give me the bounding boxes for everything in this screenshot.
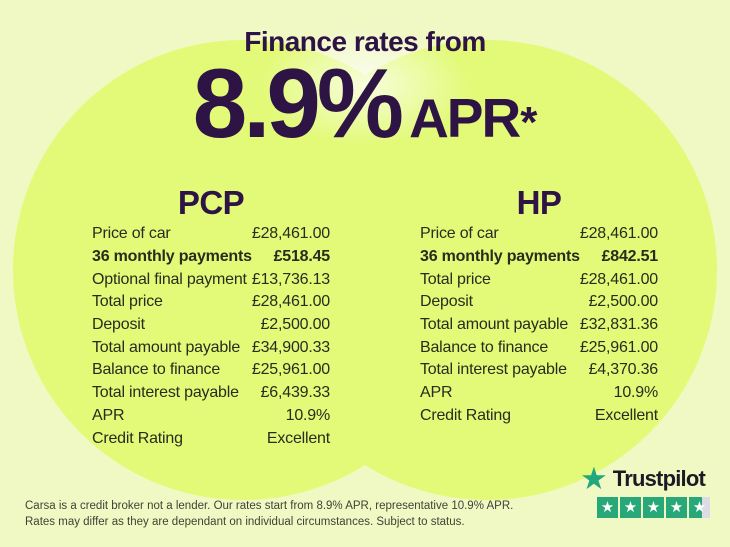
finance-row: Optional final payment £13,736.13 xyxy=(92,268,330,291)
row-label: Price of car xyxy=(420,225,499,243)
trustpilot-stars: ★ ★ ★ ★ ★ xyxy=(597,497,710,518)
row-value: £28,461.00 xyxy=(579,225,658,243)
trustpilot-rating-box: ★ xyxy=(620,497,641,518)
row-value: £32,831.36 xyxy=(579,316,658,334)
row-value: £25,961.00 xyxy=(579,338,658,356)
row-value: £34,900.33 xyxy=(251,338,330,356)
row-value: £842.51 xyxy=(601,248,659,266)
row-label: Balance to finance xyxy=(92,361,221,379)
trustpilot-rating-box: ★ xyxy=(666,497,687,518)
row-label: Price of car xyxy=(92,225,171,243)
row-value: Excellent xyxy=(594,406,658,424)
hp-heading: HP xyxy=(516,184,562,221)
row-value: £2,500.00 xyxy=(260,316,331,334)
finance-row: Balance to finance £25,961.00 xyxy=(420,336,658,359)
finance-row: 36 monthly payments £518.45 xyxy=(92,246,330,269)
row-label: Total amount payable xyxy=(92,338,241,356)
row-label: Total amount payable xyxy=(420,316,569,334)
pcp-column: PCP Price of car £28,461.00 36 monthly pay… xyxy=(92,184,330,450)
trustpilot-rating-box: ★ xyxy=(597,497,618,518)
row-label: Total interest payable xyxy=(420,361,567,379)
rate-asterisk: * xyxy=(520,98,538,147)
star-icon: ★ xyxy=(623,499,638,516)
row-value: £25,961.00 xyxy=(251,361,330,379)
finance-row: Price of car £28,461.00 xyxy=(92,223,330,246)
disclaimer-text: Carsa is a credit broker not a lender. O… xyxy=(25,499,513,530)
trustpilot-star-icon: ★ xyxy=(580,461,608,496)
trustpilot-logo: ★ Trustpilot xyxy=(580,461,706,496)
row-value: Excellent xyxy=(266,429,330,447)
row-label: Balance to finance xyxy=(420,338,549,356)
finance-row: Total amount payable £34,900.33 xyxy=(92,336,330,359)
row-value: 10.9% xyxy=(285,406,331,424)
finance-row: Total amount payable £32,831.36 xyxy=(420,314,658,337)
trustpilot-rating-box: ★ xyxy=(643,497,664,518)
headline-rate: 8.9% APR * xyxy=(0,54,730,152)
finance-row: APR 10.9% xyxy=(92,405,330,428)
hp-rows: Price of car £28,461.00 36 monthly payment… xyxy=(420,223,658,427)
row-label: Credit Rating xyxy=(92,429,183,447)
row-label: APR xyxy=(420,384,453,402)
star-icon: ★ xyxy=(646,499,661,516)
banner-title: Finance rates from xyxy=(244,26,486,57)
row-value: 10.9% xyxy=(613,384,659,402)
row-value: £4,370.36 xyxy=(588,361,659,379)
star-icon: ★ xyxy=(600,499,615,516)
disclaimer-line-2: Rates may differ as they are dependant o… xyxy=(25,515,465,528)
row-value: £28,461.00 xyxy=(251,225,330,243)
star-icon: ★ xyxy=(669,499,684,516)
row-label: 36 monthly payments xyxy=(92,248,252,266)
trustpilot-rating-box: ★ xyxy=(689,497,710,518)
row-label: Optional final payment xyxy=(92,270,247,288)
finance-row: Price of car £28,461.00 xyxy=(420,223,658,246)
finance-row: Deposit £2,500.00 xyxy=(420,291,658,314)
finance-row: Total price £28,461.00 xyxy=(420,268,658,291)
row-value: £13,736.13 xyxy=(251,270,330,288)
pcp-rows: Price of car £28,461.00 36 monthly payment… xyxy=(92,223,330,450)
pcp-heading: PCP xyxy=(177,184,245,221)
disclaimer-line-1: Carsa is a credit broker not a lender. O… xyxy=(25,500,514,512)
finance-row: 36 monthly payments £842.51 xyxy=(420,246,658,269)
row-value: £28,461.00 xyxy=(579,270,658,288)
row-value: £2,500.00 xyxy=(588,293,659,311)
finance-row: Credit Rating Excellent xyxy=(92,427,330,450)
hp-column: HP Price of car £28,461.00 36 monthly paym… xyxy=(420,184,658,427)
star-icon: ★ xyxy=(692,499,707,516)
rate-value: 8.9% xyxy=(192,48,404,158)
row-value: £518.45 xyxy=(273,248,331,266)
row-label: APR xyxy=(92,406,125,424)
row-label: 36 monthly payments xyxy=(420,248,580,266)
row-value: £28,461.00 xyxy=(251,293,330,311)
finance-row: APR 10.9% xyxy=(420,382,658,405)
row-label: Total interest payable xyxy=(92,384,239,402)
row-label: Total price xyxy=(420,270,491,288)
row-label: Total price xyxy=(92,293,163,311)
finance-row: Deposit £2,500.00 xyxy=(92,314,330,337)
rate-suffix: APR xyxy=(409,87,521,149)
finance-row: Balance to finance £25,961.00 xyxy=(92,359,330,382)
finance-row: Total interest payable £4,370.36 xyxy=(420,359,658,382)
row-value: £6,439.33 xyxy=(260,384,331,402)
finance-row: Total price £28,461.00 xyxy=(92,291,330,314)
row-label: Deposit xyxy=(420,293,473,311)
finance-row: Credit Rating Excellent xyxy=(420,405,658,428)
finance-row: Total interest payable £6,439.33 xyxy=(92,382,330,405)
trustpilot-brand-name: Trustpilot xyxy=(612,466,706,491)
row-label: Deposit xyxy=(92,316,145,334)
row-label: Credit Rating xyxy=(420,406,511,424)
